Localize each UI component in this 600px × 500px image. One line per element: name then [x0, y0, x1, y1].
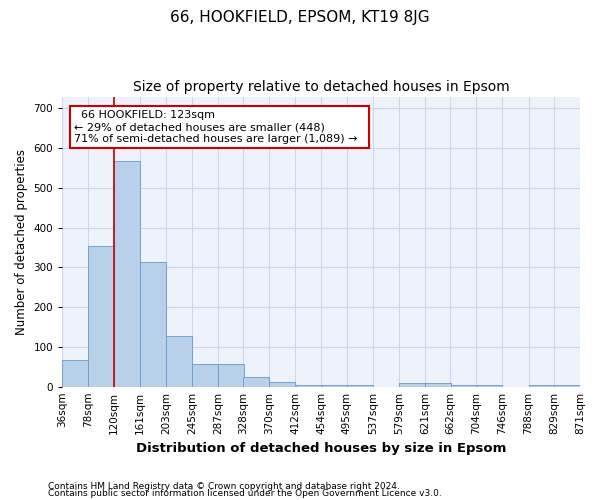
- X-axis label: Distribution of detached houses by size in Epsom: Distribution of detached houses by size …: [136, 442, 506, 455]
- Bar: [269, 382, 295, 386]
- Bar: [244, 376, 269, 386]
- Bar: [62, 360, 88, 386]
- Bar: [296, 384, 321, 386]
- Text: Contains HM Land Registry data © Crown copyright and database right 2024.: Contains HM Land Registry data © Crown c…: [48, 482, 400, 491]
- Text: 66 HOOKFIELD: 123sqm
← 29% of detached houses are smaller (448)
71% of semi-deta: 66 HOOKFIELD: 123sqm ← 29% of detached h…: [74, 110, 364, 144]
- Text: Contains public sector information licensed under the Open Government Licence v3: Contains public sector information licen…: [48, 490, 442, 498]
- Bar: [399, 382, 425, 386]
- Bar: [166, 336, 191, 386]
- Bar: [192, 364, 218, 386]
- Title: Size of property relative to detached houses in Epsom: Size of property relative to detached ho…: [133, 80, 509, 94]
- Text: 66, HOOKFIELD, EPSOM, KT19 8JG: 66, HOOKFIELD, EPSOM, KT19 8JG: [170, 10, 430, 25]
- Y-axis label: Number of detached properties: Number of detached properties: [15, 148, 28, 334]
- Bar: [140, 262, 166, 386]
- Bar: [218, 364, 244, 386]
- Bar: [88, 246, 114, 386]
- Bar: [425, 382, 451, 386]
- Bar: [115, 161, 140, 386]
